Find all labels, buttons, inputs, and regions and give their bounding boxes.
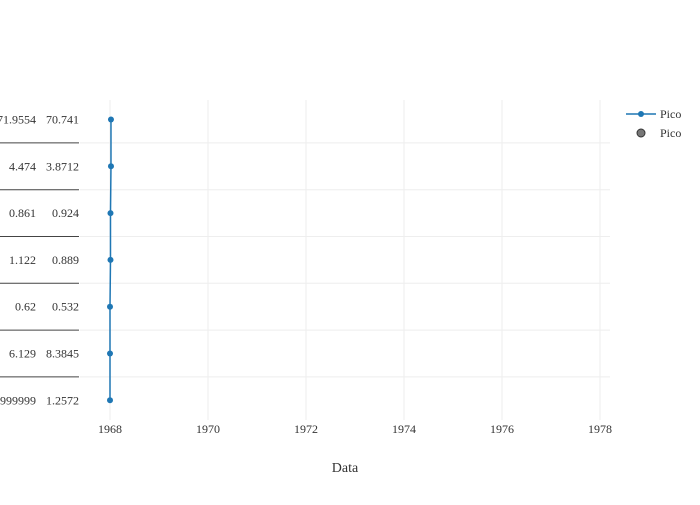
y-tick-label-outer: 0.861 — [9, 206, 36, 220]
x-tick-label: 1972 — [294, 422, 318, 436]
y-tick-label-inner: 3.8712 — [46, 159, 79, 173]
data-point — [107, 210, 114, 217]
legend-circle-icon — [636, 128, 646, 138]
data-point — [107, 397, 113, 404]
data-point — [107, 350, 113, 357]
x-tick-label: 1974 — [392, 422, 416, 436]
y-tick-label-outer: 71.9554 — [0, 113, 36, 127]
y-tick-label-inner: 0.924 — [52, 206, 79, 220]
y-tick-label-inner: 0.889 — [52, 253, 79, 267]
y-tick-label-inner: 0.532 — [52, 300, 79, 314]
y-tick-label-outer: 0.999999 — [0, 393, 36, 407]
x-axis-title: Data — [332, 461, 359, 476]
y-tick-label-outer: 6.129 — [9, 347, 36, 361]
y-tick-label-inner: 1.2572 — [46, 393, 79, 407]
data-point — [107, 163, 114, 170]
legend-label: Pico — [660, 107, 681, 121]
data-point — [107, 256, 114, 263]
y-tick-label-inner: 8.3845 — [46, 347, 79, 361]
y-tick-label-outer: 4.474 — [9, 159, 36, 173]
y-tick-label-outer: 0.62 — [15, 300, 36, 314]
x-tick-label: 1978 — [588, 422, 612, 436]
data-point — [107, 303, 113, 310]
x-tick-label: 1976 — [490, 422, 514, 436]
x-tick-label: 1970 — [196, 422, 220, 436]
legend-label: Pico — [660, 126, 681, 140]
y-tick-label-inner: 70.741 — [46, 113, 79, 127]
x-tick-label: 1968 — [98, 422, 122, 436]
data-point — [107, 116, 114, 123]
legend-marker-icon — [638, 111, 644, 117]
y-tick-label-outer: 1.122 — [9, 253, 36, 267]
